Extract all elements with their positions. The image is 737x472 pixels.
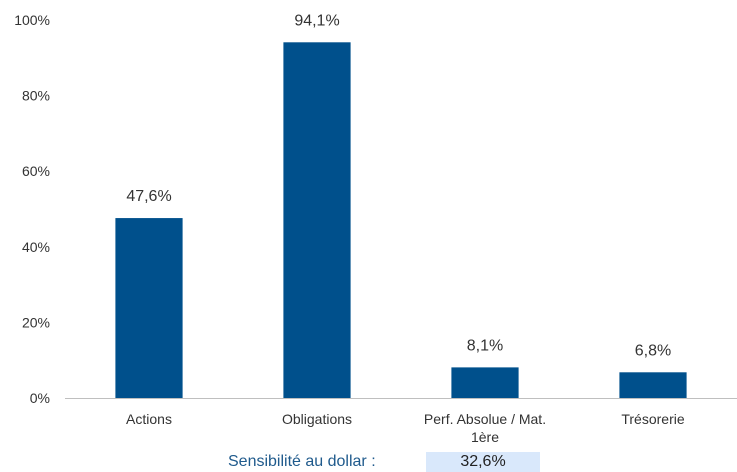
bar-chart: 0% 20% 40% 60% 80% 100% 47,6% 94,1% 8,1% 6,8% Ac… [14,12,737,445]
footer: Sensibilité au dollar : 32,6% [0,452,737,472]
data-label: 6,8% [635,342,671,359]
data-labels: 47,6% 94,1% 8,1% 6,8% [126,12,671,359]
data-label: 47,6% [126,188,171,205]
bar [619,372,687,398]
dollar-sensitivity-value: 32,6% [426,452,540,472]
category-labels: Actions Obligations Perf. Absolue / Mat. 1è… [126,411,685,445]
data-label: 8,1% [467,337,503,354]
y-tick-label: 20% [22,314,50,330]
bars [115,42,687,398]
y-tick-label: 40% [22,239,50,255]
y-axis-ticks: 0% 20% 40% 60% 80% 100% [14,12,50,406]
category-label: Perf. Absolue / Mat. 1ère [424,411,546,445]
data-label: 94,1% [294,12,339,29]
category-label: Trésorerie [621,411,684,427]
bar [283,42,351,398]
y-tick-label: 80% [22,88,50,104]
category-label: Obligations [282,411,352,427]
y-tick-label: 0% [30,390,50,406]
y-tick-label: 100% [14,12,50,28]
category-label: Actions [126,411,172,427]
bar [115,218,183,398]
y-tick-label: 60% [22,163,50,179]
dollar-sensitivity-label: Sensibilité au dollar : [228,453,376,470]
bar [451,367,519,398]
